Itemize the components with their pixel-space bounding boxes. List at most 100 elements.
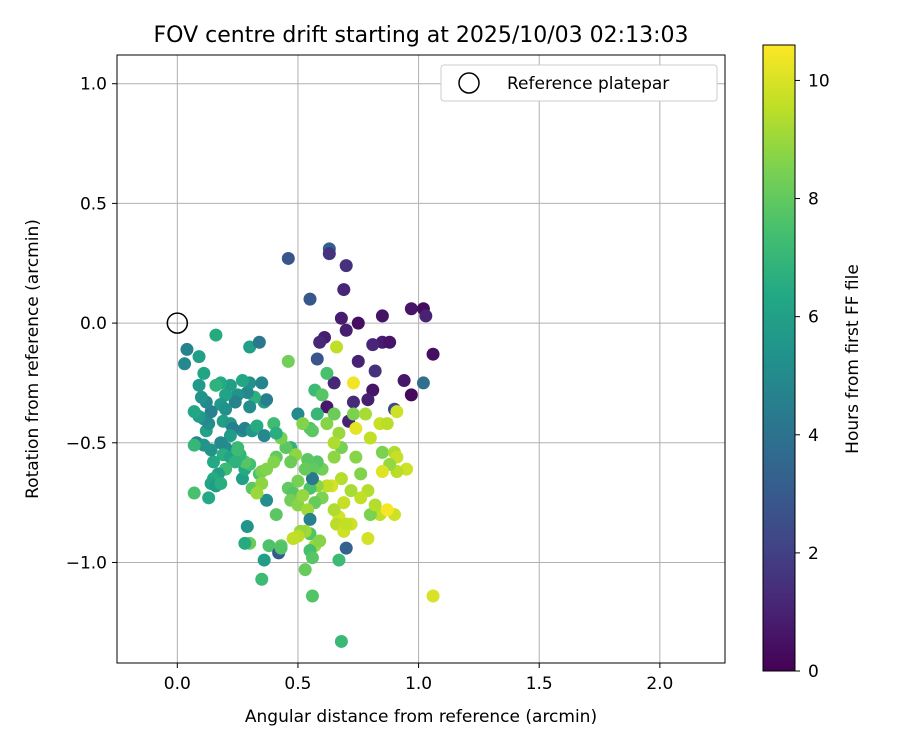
colorbar-tick-label: 10 [808, 71, 830, 91]
data-point [332, 426, 346, 440]
data-point [238, 536, 252, 550]
data-point [262, 539, 276, 553]
colorbar-tick-label: 6 [808, 308, 819, 328]
data-point [368, 364, 382, 378]
x-tick-label: 0.5 [284, 674, 311, 694]
colorbar: 0 2 4 6 8 10 Hours from first FF file [762, 44, 863, 682]
data-point [375, 465, 389, 479]
data-point [397, 374, 411, 388]
data-point [178, 357, 192, 371]
data-point [366, 338, 380, 352]
data-point [380, 417, 394, 431]
data-point [214, 476, 228, 490]
data-point [334, 472, 348, 486]
data-points [166, 242, 440, 648]
data-point [354, 491, 368, 505]
y-axis-label: Rotation from reference (arcmin) [23, 219, 43, 499]
data-point [320, 417, 334, 431]
data-point [327, 407, 341, 421]
data-point [426, 589, 440, 603]
data-point [375, 445, 389, 459]
data-point [305, 424, 319, 438]
data-point [281, 354, 295, 368]
data-point [346, 407, 360, 421]
data-point [209, 328, 223, 342]
x-tick-label: 1.0 [405, 674, 432, 694]
x-axis-label: Angular distance from reference (arcmin) [245, 707, 597, 727]
data-point [260, 493, 274, 507]
data-point [320, 366, 334, 380]
colorbar-gradient [762, 44, 796, 672]
colorbar-label: Hours from first FF file [843, 264, 863, 454]
legend-label: Reference platepar [507, 74, 669, 94]
y-tick-label: 0.0 [80, 314, 107, 334]
data-point [187, 486, 201, 500]
data-point [240, 520, 254, 534]
data-point [269, 508, 283, 522]
data-point [291, 474, 305, 488]
data-point [404, 302, 418, 316]
data-point [351, 354, 365, 368]
data-point [284, 455, 298, 469]
data-point [339, 517, 353, 531]
x-tick-label: 0.0 [164, 674, 191, 694]
data-point [327, 376, 341, 390]
data-point [361, 532, 375, 546]
data-point [231, 443, 245, 457]
data-point [375, 309, 389, 323]
data-point [202, 491, 216, 505]
data-point [416, 376, 430, 390]
data-point [281, 251, 295, 265]
legend-marker [458, 72, 480, 94]
data-point [298, 563, 312, 577]
data-point [291, 407, 305, 421]
x-tick-label: 1.5 [526, 674, 553, 694]
data-point [322, 247, 336, 261]
chart-title: FOV centre drift starting at 2025/10/03 … [154, 23, 689, 48]
data-point [197, 438, 211, 452]
data-point [192, 378, 206, 392]
data-point [192, 350, 206, 364]
data-point [320, 479, 334, 493]
data-point [334, 634, 348, 648]
data-point [243, 340, 257, 354]
data-point [252, 335, 266, 349]
data-point [228, 395, 242, 409]
data-point [349, 421, 363, 435]
data-point [219, 402, 233, 416]
data-point [361, 393, 375, 407]
data-point [235, 374, 249, 388]
data-point [296, 488, 310, 502]
data-point [368, 498, 382, 512]
plot-area [117, 55, 725, 663]
data-point [339, 323, 353, 337]
data-point [380, 503, 394, 517]
data-point [363, 431, 377, 445]
data-point [223, 429, 237, 443]
data-point [305, 589, 319, 603]
data-point [313, 534, 327, 548]
data-point [310, 352, 324, 366]
data-point [426, 347, 440, 361]
data-point [327, 450, 341, 464]
data-point [310, 407, 324, 421]
data-point [337, 496, 351, 510]
data-point [305, 551, 319, 565]
data-point [298, 462, 312, 476]
data-point [260, 462, 274, 476]
data-point [354, 467, 368, 481]
data-point [349, 450, 363, 464]
y-tick-label: 0.5 [80, 194, 107, 214]
y-axis-ticks: −1.0 −0.5 0.0 0.5 1.0 [66, 75, 117, 573]
colorbar-tick-label: 4 [808, 426, 819, 446]
data-point [250, 486, 264, 500]
reference-platepar-marker [166, 312, 189, 334]
data-point [197, 366, 211, 380]
data-point [359, 407, 373, 421]
data-point [305, 472, 319, 486]
data-point [255, 376, 269, 390]
data-point [390, 405, 404, 419]
y-tick-label: −1.0 [66, 553, 107, 573]
data-point [243, 400, 257, 414]
data-point [330, 340, 344, 354]
